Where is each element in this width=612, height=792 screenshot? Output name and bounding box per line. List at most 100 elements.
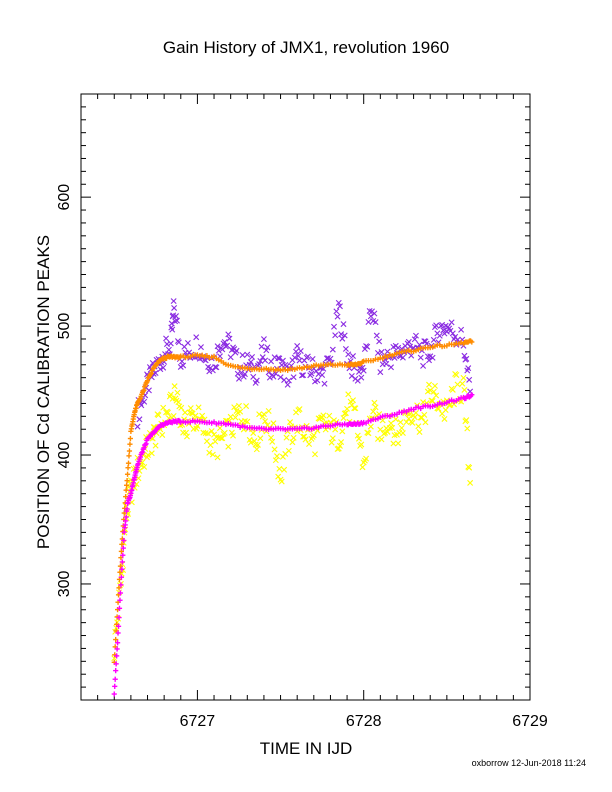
data-point	[178, 404, 185, 411]
data-point	[170, 413, 177, 420]
data-point	[257, 358, 264, 364]
data-point	[360, 367, 367, 374]
data-point	[233, 347, 240, 354]
data-point	[335, 299, 342, 306]
data-point	[350, 397, 357, 404]
data-point	[294, 342, 301, 349]
data-point	[123, 487, 129, 493]
data-point	[258, 343, 265, 350]
data-point	[177, 354, 183, 360]
data-point	[276, 465, 283, 472]
data-point	[320, 412, 327, 419]
data-point	[403, 419, 410, 426]
data-point	[309, 356, 316, 363]
data-point	[137, 396, 143, 402]
data-point	[264, 344, 271, 351]
data-point	[352, 405, 359, 412]
data-point	[378, 436, 385, 443]
data-point	[422, 419, 429, 426]
data-point	[342, 410, 349, 417]
data-point	[312, 451, 318, 458]
data-point	[430, 336, 437, 343]
data-point	[212, 364, 219, 371]
data-point	[271, 354, 278, 361]
footer-stamp: oxborrow 12-Jun-2018 11:24	[472, 758, 586, 768]
data-point	[234, 370, 241, 377]
data-point	[259, 354, 266, 361]
data-point	[463, 355, 470, 362]
data-point	[338, 439, 345, 446]
data-point	[386, 424, 393, 431]
data-point	[351, 405, 358, 412]
data-point	[296, 357, 303, 364]
data-point	[226, 335, 233, 342]
chart-title: Gain History of JMX1, revolution 1960	[163, 38, 449, 57]
data-point	[123, 514, 129, 520]
data-point	[243, 403, 250, 410]
data-point	[433, 322, 440, 329]
data-point	[224, 342, 231, 349]
data-point	[199, 412, 206, 419]
data-point	[250, 430, 257, 437]
data-point	[426, 357, 433, 364]
data-point	[119, 566, 125, 572]
series-0	[134, 298, 474, 430]
data-point	[116, 605, 123, 611]
data-point	[466, 376, 473, 383]
data-point	[214, 454, 221, 461]
data-point	[449, 386, 456, 393]
data-point	[467, 479, 474, 486]
data-point	[338, 331, 345, 338]
data-point	[219, 435, 226, 442]
data-point	[206, 449, 213, 456]
data-point	[175, 399, 182, 406]
data-point	[281, 466, 288, 473]
data-point	[458, 326, 465, 333]
data-point	[141, 398, 148, 405]
data-point	[383, 360, 390, 367]
data-point	[373, 332, 380, 339]
data-point	[364, 343, 371, 350]
data-point	[384, 428, 391, 435]
data-point	[183, 433, 190, 440]
series-1	[111, 370, 474, 662]
data-point	[137, 454, 143, 460]
data-point	[127, 441, 133, 447]
data-point	[371, 310, 378, 317]
data-point	[247, 439, 254, 446]
data-point	[183, 429, 189, 436]
data-point	[119, 559, 125, 565]
data-point	[281, 377, 288, 384]
data-point	[207, 442, 214, 449]
data-point	[405, 338, 412, 345]
data-point	[113, 636, 119, 643]
data-point	[148, 370, 154, 376]
data-point	[214, 343, 221, 350]
data-point	[376, 338, 383, 345]
data-point	[365, 319, 372, 325]
data-point	[295, 352, 302, 359]
data-point	[125, 465, 131, 471]
data-point	[115, 630, 121, 636]
data-point	[126, 448, 133, 454]
data-point	[213, 364, 220, 371]
data-point	[124, 506, 130, 512]
data-point	[260, 411, 267, 418]
data-point	[399, 430, 406, 437]
data-point	[339, 428, 346, 435]
data-point	[319, 371, 326, 378]
data-point	[306, 441, 313, 448]
data-point	[180, 362, 187, 369]
data-point	[230, 432, 237, 439]
data-point	[145, 452, 151, 459]
data-point	[221, 429, 228, 436]
data-point	[262, 418, 269, 425]
data-point	[172, 318, 179, 325]
data-point	[125, 460, 132, 466]
data-point	[372, 319, 379, 326]
data-point	[276, 355, 283, 362]
data-point	[436, 332, 443, 339]
data-point	[359, 464, 366, 471]
data-point	[329, 435, 336, 442]
data-point	[163, 335, 170, 342]
